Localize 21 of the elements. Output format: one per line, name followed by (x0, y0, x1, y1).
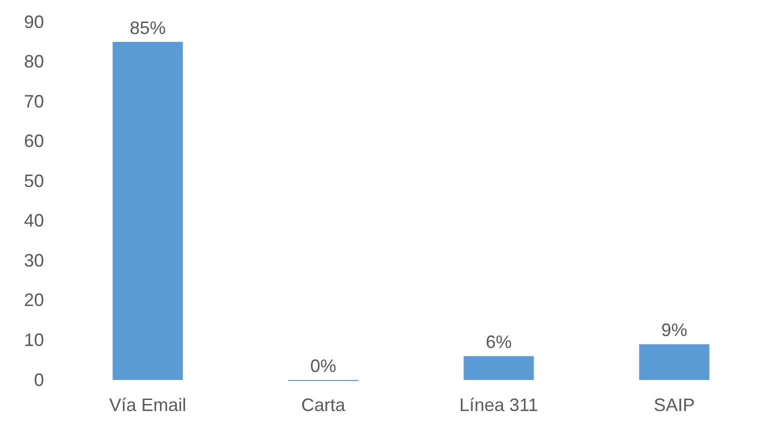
y-tick-label: 0 (34, 370, 44, 390)
x-tick-label: SAIP (654, 394, 695, 415)
y-tick-label: 50 (24, 170, 44, 191)
bar (464, 356, 534, 380)
data-label: 9% (661, 320, 688, 340)
y-tick-label: 10 (24, 330, 44, 350)
bar (112, 42, 183, 380)
y-tick-label: 60 (24, 131, 44, 152)
y-tick-label: 40 (24, 210, 44, 231)
data-label: 0% (310, 356, 336, 376)
y-tick-label: 20 (24, 290, 44, 310)
bar (639, 344, 710, 380)
x-tick-label: Vía Email (109, 394, 186, 415)
y-tick-label: 70 (24, 91, 44, 112)
x-tick-label: Línea 311 (459, 394, 538, 415)
x-tick-label: Carta (301, 394, 346, 415)
y-tick-label: 90 (24, 12, 44, 32)
data-label: 6% (486, 332, 512, 352)
y-tick-label: 30 (24, 250, 44, 270)
y-tick-label: 80 (24, 52, 44, 72)
data-label: 85% (130, 18, 166, 38)
